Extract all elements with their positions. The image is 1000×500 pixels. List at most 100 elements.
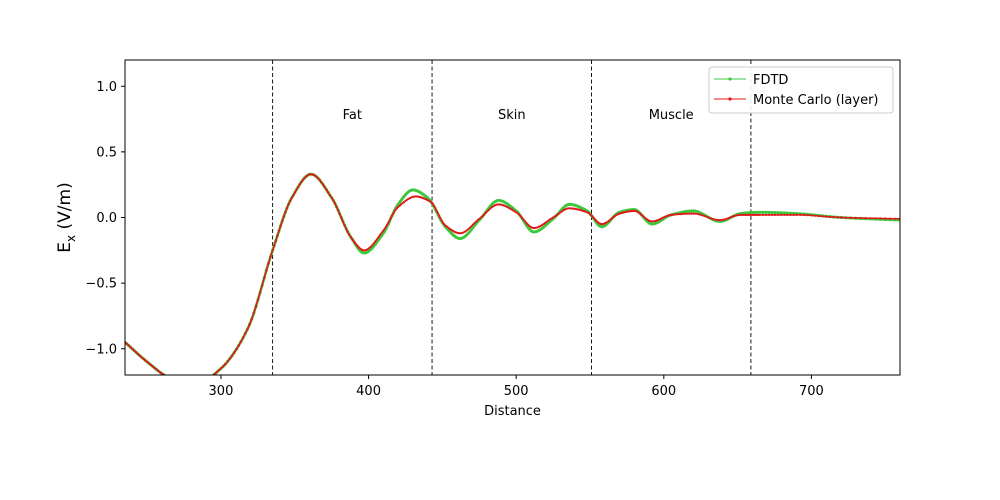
- series-monte-carlo-point: [821, 215, 824, 218]
- series-monte-carlo-point: [550, 217, 553, 220]
- series-monte-carlo-point: [252, 312, 255, 315]
- legend-fdtd-label: FDTD: [753, 73, 788, 88]
- series-monte-carlo-point: [683, 212, 686, 215]
- series-monte-carlo-point: [806, 214, 809, 217]
- series-monte-carlo-point: [521, 216, 524, 219]
- series-monte-carlo-point: [282, 215, 285, 218]
- series-monte-carlo-point: [182, 381, 184, 383]
- series-fdtd-point: [203, 380, 206, 383]
- series-monte-carlo-point: [440, 219, 443, 222]
- series-monte-carlo-point: [340, 216, 343, 219]
- series-monte-carlo-point: [764, 213, 768, 216]
- series-monte-carlo-point: [297, 185, 300, 188]
- series-layer: [125, 172, 900, 385]
- series-fdtd-point: [183, 381, 186, 384]
- series-monte-carlo-point: [125, 342, 128, 345]
- series-monte-carlo-point: [864, 217, 867, 220]
- series-monte-carlo-point: [387, 221, 390, 224]
- series-monte-carlo-point: [673, 213, 677, 216]
- series-fdtd: [125, 172, 900, 385]
- series-monte-carlo-point: [433, 205, 436, 208]
- series-monte-carlo-point: [166, 376, 168, 378]
- series-monte-carlo-point: [398, 204, 401, 207]
- series-monte-carlo-point: [799, 213, 802, 216]
- series-monte-carlo-point: [142, 357, 145, 360]
- series-monte-carlo-point: [233, 351, 236, 354]
- series-monte-carlo-point: [681, 212, 684, 215]
- series-monte-carlo-point: [495, 203, 498, 206]
- region-label-muscle: Muscle: [649, 108, 694, 123]
- x-tick-label: 500: [504, 384, 529, 399]
- series-monte-carlo-point: [230, 354, 234, 357]
- series-monte-carlo-point: [643, 216, 646, 219]
- series-monte-carlo-point: [486, 210, 489, 213]
- series-monte-carlo-point: [786, 213, 789, 216]
- series-monte-carlo-point: [720, 218, 723, 222]
- series-monte-carlo-point: [869, 217, 872, 220]
- series-monte-carlo-point: [690, 212, 693, 215]
- series-monte-carlo-point: [401, 202, 404, 205]
- series-monte-carlo-point: [228, 357, 231, 360]
- series-monte-carlo-point: [767, 213, 771, 216]
- y-axis-label: Ex (V/m): [55, 182, 78, 252]
- series-monte-carlo-point: [884, 217, 887, 220]
- x-tick-label: 600: [651, 384, 676, 399]
- series-monte-carlo-point: [184, 382, 186, 384]
- series-monte-carlo-point: [463, 230, 466, 233]
- series-monte-carlo-point: [341, 220, 344, 223]
- series-monte-carlo-point: [385, 223, 389, 226]
- series-monte-carlo-point: [465, 229, 468, 232]
- series-monte-carlo-point: [489, 207, 492, 210]
- series-monte-carlo-point: [491, 205, 494, 209]
- series-monte-carlo-point: [640, 213, 643, 216]
- series-monte-carlo-point: [144, 359, 147, 362]
- series-monte-carlo-point: [668, 214, 671, 217]
- series-fdtd-point: [469, 228, 473, 232]
- series-fdtd-point: [181, 381, 184, 384]
- series-monte-carlo-point: [193, 383, 195, 385]
- series-monte-carlo-point: [547, 219, 550, 222]
- series-monte-carlo-point: [679, 213, 682, 216]
- series-monte-carlo-point: [222, 365, 225, 368]
- series-monte-carlo-point: [777, 213, 780, 216]
- series-fdtd-point: [199, 382, 202, 385]
- series-monte-carlo-point: [276, 234, 279, 237]
- series-fdtd-point: [190, 382, 193, 385]
- series-monte-carlo: [125, 173, 900, 385]
- series-monte-carlo-point: [303, 176, 306, 179]
- series-monte-carlo-point: [348, 233, 351, 236]
- series-monte-carlo-point: [215, 371, 218, 374]
- series-monte-carlo-point: [199, 382, 201, 384]
- series-monte-carlo-point: [718, 219, 722, 222]
- series-monte-carlo-point: [305, 175, 308, 178]
- y-tick-label: −1.0: [85, 342, 117, 357]
- series-fdtd-point: [201, 381, 204, 384]
- series-monte-carlo-point: [239, 340, 242, 343]
- series-monte-carlo-point: [758, 213, 761, 216]
- series-monte-carlo-point: [755, 213, 758, 216]
- series-monte-carlo-point: [481, 215, 484, 218]
- series-monte-carlo-point: [430, 201, 433, 204]
- series-monte-carlo-point: [844, 216, 848, 219]
- series-fdtd-point: [207, 378, 210, 381]
- series-monte-carlo-point: [301, 178, 305, 181]
- series-monte-carlo-point: [399, 203, 403, 206]
- series-monte-carlo-point: [739, 213, 742, 216]
- series-fdtd-point: [168, 376, 171, 379]
- series-monte-carlo-point: [686, 212, 689, 215]
- series-monte-carlo-point: [136, 352, 139, 356]
- series-monte-carlo-point: [293, 191, 297, 194]
- series-monte-carlo-point: [309, 173, 313, 176]
- series-monte-carlo-point: [459, 232, 462, 235]
- series-monte-carlo-point: [287, 203, 290, 206]
- series-monte-carlo-point: [394, 208, 397, 211]
- series-monte-carlo-point: [273, 244, 276, 247]
- series-fdtd-point: [785, 211, 789, 215]
- series-monte-carlo-point: [205, 379, 207, 381]
- series-fdtd-point: [761, 210, 765, 214]
- series-monte-carlo-point: [639, 212, 642, 215]
- series-fdtd-point: [782, 211, 786, 215]
- series-monte-carlo-point: [367, 247, 370, 250]
- region-boundaries: Fat Skin Muscle: [272, 60, 752, 375]
- series-monte-carlo-point: [712, 218, 715, 221]
